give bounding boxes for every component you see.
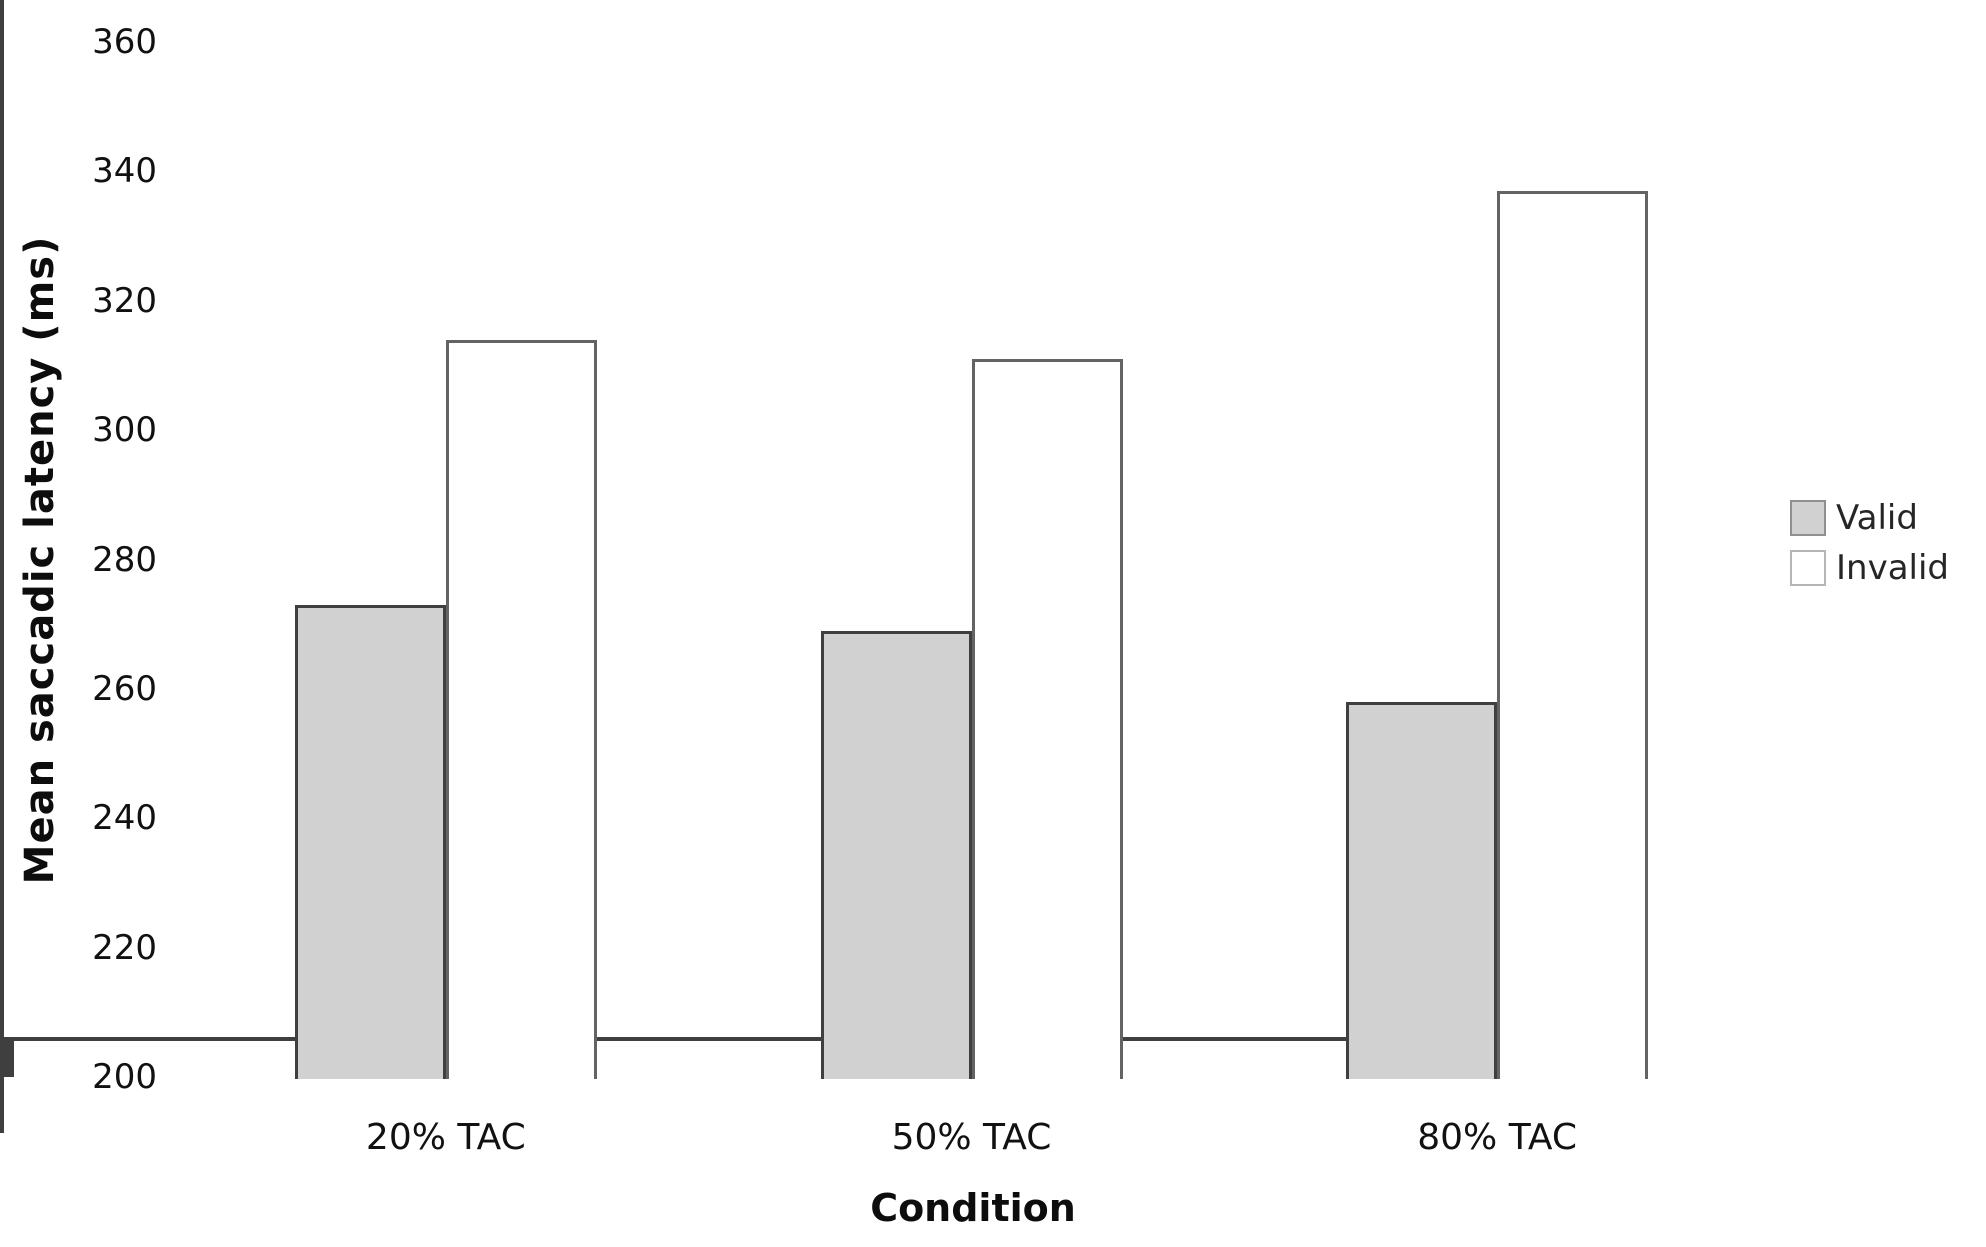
y-tick-label: 320 [92, 280, 157, 321]
y-tick [0, 1041, 14, 1045]
x-tick [0, 1091, 4, 1105]
legend-swatch-invalid [1790, 550, 1826, 586]
x-tick-label: 50% TAC [891, 1117, 1052, 1158]
y-tick-label: 300 [92, 410, 157, 451]
y-tick [0, 1057, 14, 1061]
bar-invalid-80-tac [1497, 190, 1649, 1079]
y-tick [0, 1061, 14, 1065]
y-tick-label: 340 [92, 151, 157, 192]
bar-invalid-20-tac [445, 339, 597, 1079]
y-tick [0, 1045, 14, 1049]
y-axis-line [0, 0, 4, 1037]
y-tick-label: 220 [92, 927, 157, 968]
x-tick [0, 1077, 4, 1091]
bar-valid-50-tac [820, 630, 972, 1079]
x-tick-label: 80% TAC [1417, 1117, 1578, 1158]
y-tick-label: 240 [92, 798, 157, 839]
bar-invalid-50-tac [971, 358, 1123, 1079]
legend-swatch-valid [1790, 500, 1826, 536]
x-tick-label: 20% TAC [365, 1117, 526, 1158]
y-tick [0, 1065, 14, 1069]
plot-area: 20% TAC 50% TAC 80% TAC 200 220 240 260 280 300 3… [0, 0, 1649, 1158]
y-tick-label: 200 [92, 1057, 157, 1097]
y-tick [0, 1069, 14, 1073]
y-tick-label: 360 [92, 22, 157, 62]
bar-valid-80-tac [1346, 701, 1498, 1079]
x-tick [0, 1105, 4, 1119]
y-tick-label: 280 [92, 539, 157, 580]
legend: Valid Invalid [1790, 498, 1949, 598]
x-axis-title: Condition [870, 1186, 1076, 1230]
y-tick [0, 1053, 14, 1057]
legend-label-invalid: Invalid [1836, 548, 1950, 588]
legend-item-valid: Valid [1790, 498, 1949, 538]
x-tick [0, 1119, 4, 1133]
y-tick [0, 1049, 14, 1053]
legend-item-invalid: Invalid [1790, 548, 1949, 588]
y-tick [0, 1073, 14, 1077]
y-tick-label: 260 [92, 668, 157, 709]
x-axis-line [0, 1037, 1581, 1041]
bar-valid-20-tac [294, 604, 446, 1079]
legend-label-valid: Valid [1836, 498, 1918, 538]
